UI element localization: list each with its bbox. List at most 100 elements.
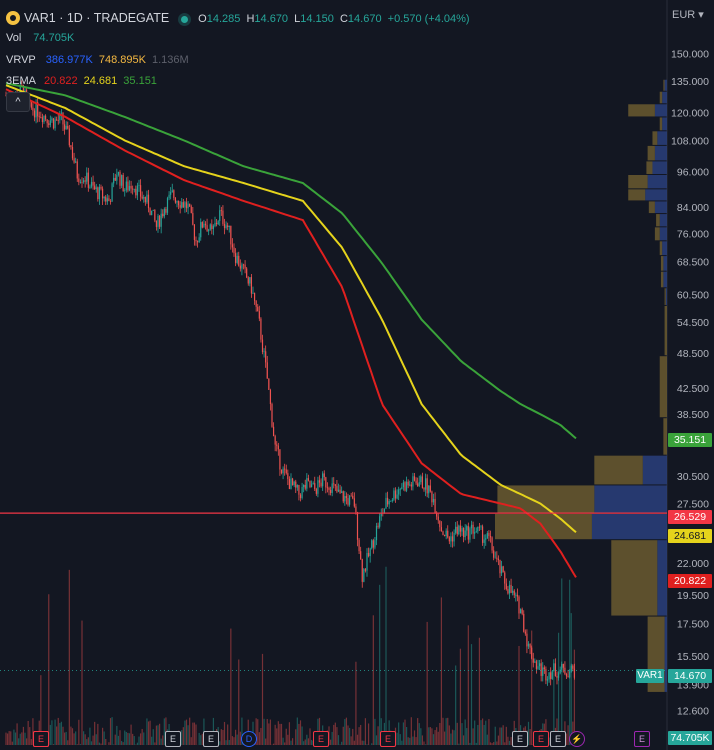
volume-bar (49, 724, 51, 745)
candle-body (494, 557, 496, 559)
candle-body (44, 115, 47, 120)
candle-body (499, 559, 501, 574)
candle-body (470, 524, 473, 529)
volume-bar (375, 735, 378, 745)
volume-bar (71, 728, 74, 745)
earnings-marker[interactable]: E (533, 731, 549, 747)
candle-body (407, 481, 409, 486)
volume-bar (459, 648, 462, 745)
vrvp-bar-up (642, 455, 667, 485)
candle-body (548, 672, 550, 680)
volume-bar (268, 723, 270, 745)
volume-bar (158, 723, 161, 745)
vrvp-bar-down (656, 214, 660, 227)
price-tick-label: 42.500 (677, 383, 709, 395)
earnings-marker[interactable]: E (313, 731, 329, 747)
volume-bar (407, 737, 409, 745)
volume-bar (502, 725, 504, 745)
volume-bar (225, 740, 227, 745)
volume-bar (239, 731, 241, 745)
earnings-past-marker[interactable]: E (512, 731, 528, 747)
volume-bar (527, 721, 530, 745)
price-tick-label: 27.500 (677, 499, 709, 511)
flash-event-marker[interactable]: ⚡ (569, 731, 585, 747)
vrvp-bar-up (664, 79, 667, 91)
candle-body (535, 661, 538, 669)
candle-body (295, 481, 297, 488)
horizontal-line-layer (0, 512, 667, 671)
earnings-past-marker[interactable]: E (165, 731, 181, 747)
candle-body (21, 84, 23, 86)
volume-bar (310, 739, 313, 745)
candle-body (132, 188, 134, 190)
candle-body (326, 487, 329, 489)
vrvp-legend-row[interactable]: VRVP 386.977K 748.895K 1.136M (6, 52, 189, 68)
horizontal-line-badge[interactable]: 26.529 (668, 510, 712, 524)
candle-body (527, 643, 530, 647)
candle-body (518, 596, 520, 614)
volume-bar (13, 729, 15, 745)
candle-body (71, 147, 74, 159)
candle-body (423, 488, 425, 490)
volume-bar (117, 735, 120, 745)
candle-body (570, 665, 572, 672)
volume-bar (428, 727, 430, 745)
candle-body (234, 253, 237, 263)
volume-bar (489, 742, 492, 745)
candle-body (86, 172, 88, 182)
dividend-marker[interactable]: D (241, 731, 257, 747)
candle-body (396, 494, 398, 499)
volume-bar (25, 738, 28, 745)
volume-bar (409, 737, 411, 745)
candle-body (231, 244, 234, 248)
candle-body (46, 119, 48, 124)
volume-bar (192, 722, 194, 745)
earnings-marker[interactable]: E (380, 731, 396, 747)
volume-bar (266, 719, 268, 745)
volume-legend-row[interactable]: Vol 74.705K (6, 30, 74, 46)
candle-body (52, 118, 55, 129)
volume-bar (401, 740, 403, 745)
volume-bar (234, 729, 237, 745)
candle-body (274, 436, 276, 445)
candle-body (559, 669, 561, 674)
candle-body (165, 208, 167, 213)
symbol-title[interactable]: VAR1 · 1D · TRADEGATE (24, 11, 170, 25)
candle-body (401, 487, 403, 489)
candle-body (366, 552, 368, 571)
volume-bar (62, 726, 64, 745)
volume-bar (54, 719, 56, 745)
earnings-marker[interactable]: E (33, 731, 49, 747)
currency-selector[interactable]: EUR ▾ (672, 8, 704, 21)
volume-bar (573, 649, 576, 745)
candle-body (323, 473, 325, 478)
candle-body (312, 483, 314, 485)
candle-body (483, 539, 485, 543)
volume-bar (377, 726, 379, 745)
collapse-legend-button[interactable]: ^ (6, 92, 30, 112)
volume-bar (146, 718, 148, 745)
vrvp-bar-down (664, 305, 667, 356)
candle-body (513, 590, 515, 596)
high-value: 14.670 (254, 13, 289, 25)
candle-body (339, 489, 341, 493)
ema-fast-badge: 20.822 (668, 574, 712, 588)
volume-bar (344, 719, 346, 745)
price-tick-label: 68.500 (677, 256, 709, 268)
earnings-past-marker[interactable]: E (550, 731, 566, 747)
volume-bar (68, 569, 70, 745)
symbol-row[interactable]: VAR1 · 1D · TRADEGATE O14.285 H14.670 L14… (6, 10, 473, 26)
candle-body (413, 476, 416, 481)
candle-body (268, 378, 270, 390)
candle-body (38, 116, 40, 118)
volume-bar (280, 723, 283, 745)
volume-bar (553, 669, 555, 745)
upcoming-earnings-marker[interactable]: E (634, 731, 650, 747)
ema-legend-row[interactable]: 3EMA 20.822 24.681 35.151 (6, 73, 157, 89)
volume-bar (448, 725, 450, 745)
earnings-past-marker[interactable]: E (203, 731, 219, 747)
volume-bar (189, 717, 191, 745)
candle-body (380, 512, 382, 517)
candle-body (512, 590, 514, 593)
